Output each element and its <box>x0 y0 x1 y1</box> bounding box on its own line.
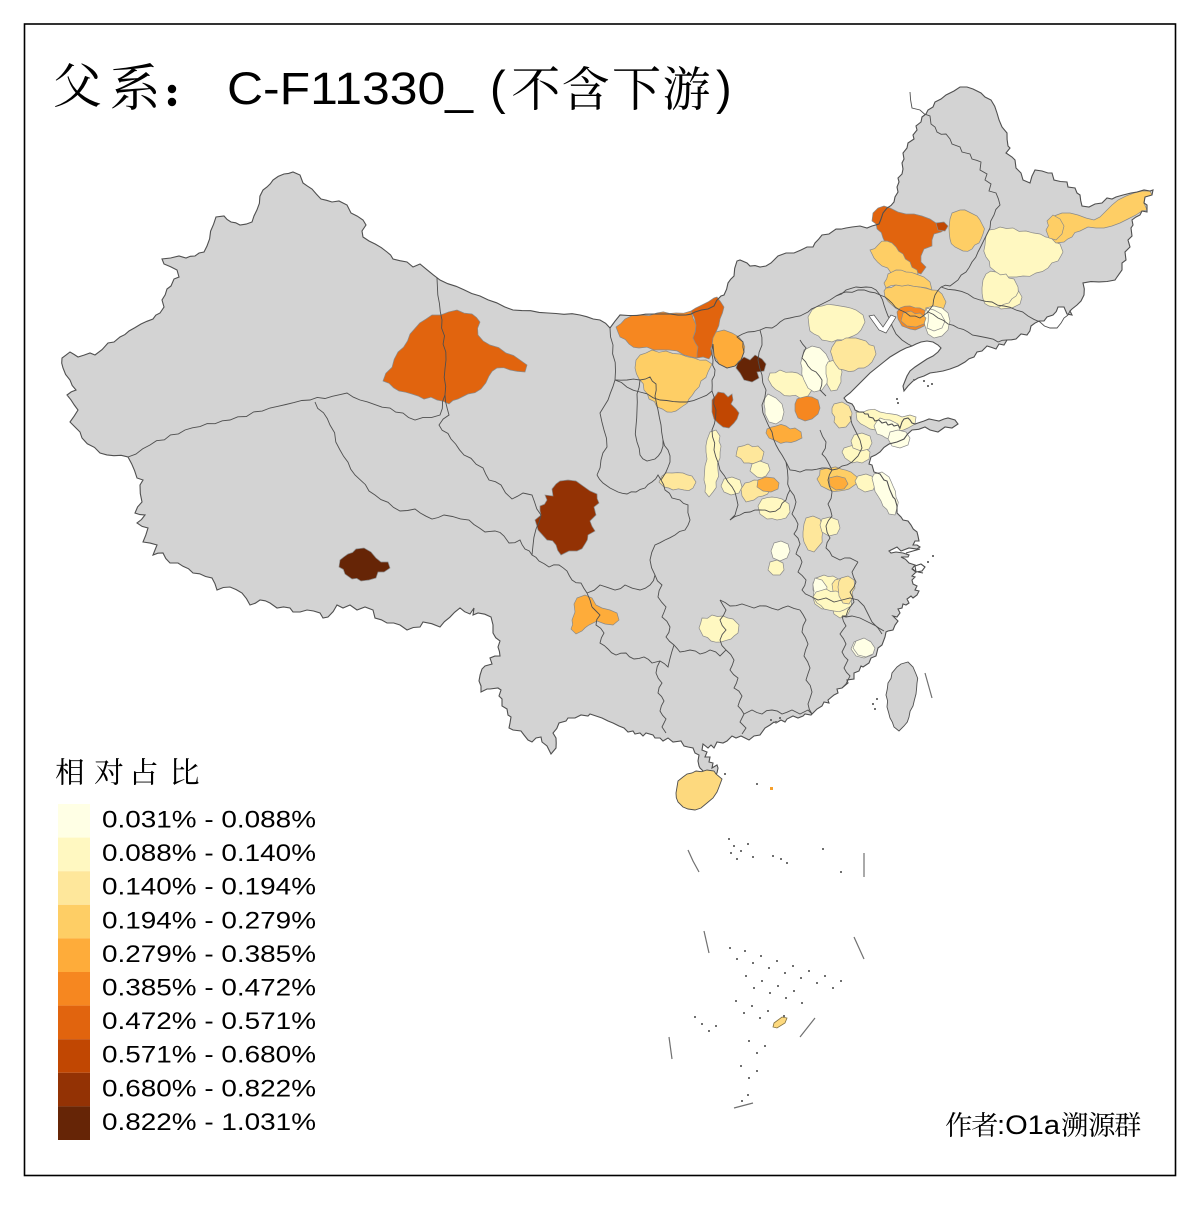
svg-text:0.088% - 0.140%: 0.088% - 0.140% <box>102 840 316 867</box>
svg-text::O1a: :O1a <box>997 1110 1061 1140</box>
svg-text:(: ( <box>490 61 506 114</box>
svg-text:0.140% - 0.194%: 0.140% - 0.194% <box>102 874 316 901</box>
svg-text:0.385% - 0.472%: 0.385% - 0.472% <box>102 975 316 1002</box>
svg-text:0.031% - 0.088%: 0.031% - 0.088% <box>102 807 316 834</box>
svg-text:0.472% - 0.571%: 0.472% - 0.571% <box>102 1008 316 1035</box>
svg-text:0.822% - 1.031%: 0.822% - 1.031% <box>102 1109 316 1136</box>
svg-text:): ) <box>716 61 732 114</box>
svg-text:0.194% - 0.279%: 0.194% - 0.279% <box>102 907 316 934</box>
svg-text:0.571% - 0.680%: 0.571% - 0.680% <box>102 1042 316 1069</box>
svg-text:C-F11330_: C-F11330_ <box>227 63 474 114</box>
svg-text:0.279% - 0.385%: 0.279% - 0.385% <box>102 941 316 968</box>
svg-text:0.680% - 0.822%: 0.680% - 0.822% <box>102 1075 316 1102</box>
